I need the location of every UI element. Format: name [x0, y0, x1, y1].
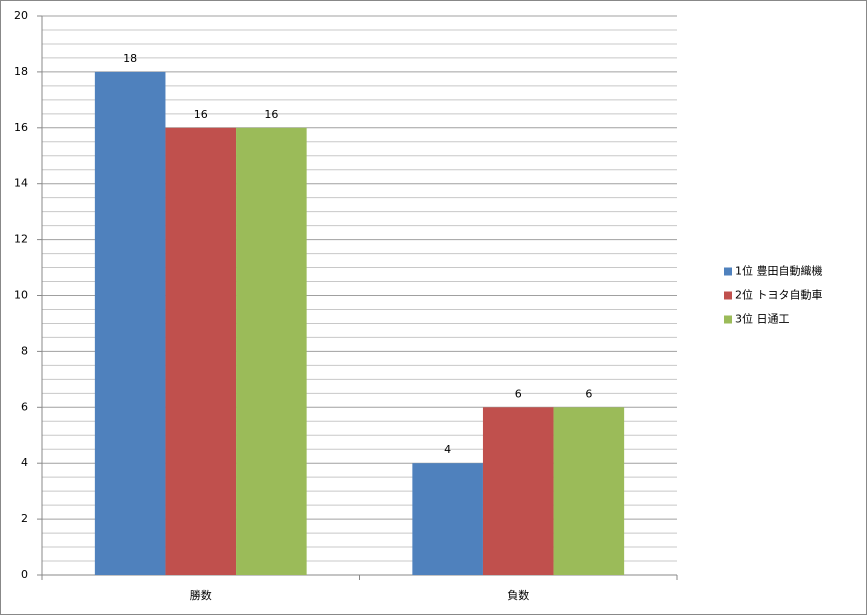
y-tick-label: 6: [21, 400, 28, 413]
value-label: 18: [123, 52, 137, 65]
bar: [165, 127, 237, 576]
bar: [236, 127, 307, 576]
legend-label: 2位 トヨタ自動車: [735, 288, 823, 302]
y-tick-label: 16: [14, 121, 28, 134]
bar: [482, 407, 554, 575]
y-tick-label: 0: [21, 568, 28, 581]
legend-label: 3位 日通工: [735, 312, 790, 326]
y-tick-label: 14: [14, 177, 28, 190]
value-label: 16: [194, 108, 208, 121]
bar: [553, 407, 625, 575]
y-tick-label: 4: [21, 456, 28, 469]
value-label: 16: [264, 108, 278, 121]
y-tick-label: 12: [14, 233, 28, 246]
x-tick-label: 負数: [507, 589, 529, 602]
bar: [412, 463, 483, 575]
y-tick-label: 20: [14, 9, 28, 22]
y-tick-label: 10: [14, 289, 28, 302]
x-tick-label: 勝数: [190, 588, 212, 602]
value-label: 4: [444, 443, 451, 456]
y-tick-label: 18: [14, 65, 28, 78]
legend-swatch: [724, 315, 732, 324]
bar: [94, 71, 166, 576]
y-tick-label: 8: [21, 344, 28, 357]
legend-swatch: [724, 267, 732, 276]
legend-label: 1位 豊田自動織機: [735, 264, 823, 278]
y-tick-label: 2: [21, 512, 28, 525]
legend-swatch: [724, 291, 732, 300]
value-label: 6: [515, 387, 522, 400]
value-label: 6: [585, 387, 592, 400]
